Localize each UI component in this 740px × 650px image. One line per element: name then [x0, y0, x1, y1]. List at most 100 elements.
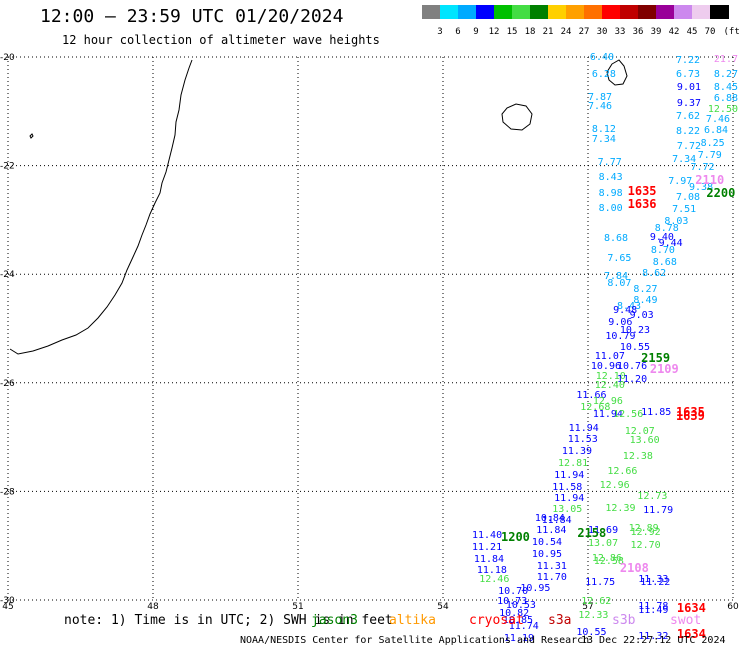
wave-height-value: 1200	[501, 530, 530, 545]
wave-height-value: 9.40	[649, 232, 674, 244]
wave-height-value: 13.07	[588, 538, 619, 550]
wave-height-value: 7.97	[668, 175, 693, 187]
color-legend-label: 70	[704, 27, 716, 37]
color-legend-swatch	[548, 5, 567, 19]
satellite-legend-item: jason3	[311, 613, 358, 628]
wave-height-value: 6.88	[713, 93, 738, 105]
satellite-legend-item: swot	[670, 613, 702, 628]
wave-height-value: 1636	[627, 196, 657, 211]
wave-height-value: 11.74	[508, 621, 539, 633]
wave-height-value: 12.56	[613, 409, 644, 421]
credit-text: NOAA/NESDIS Center for Satellite Applica…	[240, 635, 590, 646]
color-legend-label: 39	[650, 27, 662, 37]
wave-height-value: 11.94	[554, 470, 585, 482]
wave-height-value: 10.54	[531, 536, 563, 548]
color-legend-label: 9	[473, 27, 479, 37]
color-legend-unit: (ft)	[723, 27, 740, 37]
wave-height-value: 8.00	[598, 203, 623, 215]
map-subtitle: 12 hour collection of altimeter wave hei…	[62, 33, 380, 47]
wave-height-value: 11.58	[552, 481, 583, 493]
wave-height-value: 12.81	[558, 458, 589, 470]
wave-height-value: 12.07	[624, 425, 655, 437]
wave-height-value: 9.37	[676, 97, 702, 109]
wave-height-value: 8.25	[700, 137, 725, 149]
wave-height-value: 10.95	[520, 583, 551, 595]
wave-height-value: 7.87	[588, 92, 613, 104]
wave-height-value: 10.23	[619, 325, 650, 337]
color-legend-swatch	[494, 5, 513, 19]
wave-height-value: 8.68	[652, 256, 677, 268]
latitude-label: -30	[0, 596, 15, 606]
wave-height-value: 12.62	[581, 596, 612, 608]
wave-height-value: 12.58	[593, 555, 624, 567]
wave-height-value: 10.55	[576, 626, 607, 638]
mauritius-coastline	[606, 59, 628, 86]
latitude-label: -28	[0, 487, 15, 497]
wave-height-value: 8.70	[650, 245, 675, 257]
color-legend-label: 18	[524, 27, 536, 37]
wave-height-value: 11.84	[536, 525, 567, 537]
wave-height-value: 9.38	[689, 182, 714, 194]
wave-height-value: 2200	[706, 185, 736, 200]
satellite-legend-item: s3b	[612, 613, 636, 628]
wave-height-value: 11.18	[476, 565, 507, 577]
wave-height-value: 6.73	[675, 68, 701, 80]
color-legend-swatch	[584, 5, 603, 19]
wave-height-value: 6.40	[589, 52, 615, 64]
wave-height-value: 9.01	[676, 82, 702, 94]
wave-height-value: 10.53	[505, 599, 536, 611]
wave-height-value: 8.27	[633, 284, 658, 296]
color-legend-label: 42	[668, 27, 680, 37]
satellite-legend-item: s3a	[548, 613, 572, 628]
wave-height-value: 7.08	[675, 192, 701, 204]
wave-height-value: 7.34	[672, 154, 697, 166]
color-legend-label: 24	[560, 27, 572, 37]
latitude-label: -24	[0, 270, 15, 280]
wave-height-value: 11.66	[576, 389, 607, 401]
latitude-label: -26	[0, 379, 15, 389]
wave-height-value: 1635	[627, 184, 657, 199]
color-legend-swatch	[710, 5, 729, 19]
color-legend-swatch	[638, 5, 657, 19]
wave-height-value: 9.03	[629, 310, 654, 321]
wave-height-value: 7.46	[705, 113, 731, 125]
wave-height-value: 10.79	[605, 331, 636, 343]
color-legend-swatch	[566, 5, 585, 19]
islet-coastline	[29, 133, 34, 139]
longitude-label: 45	[2, 602, 13, 610]
satellite-legend-item: altika	[389, 613, 436, 628]
wave-height-value: 7.46	[588, 101, 613, 113]
wave-height-value: 12.96	[592, 396, 623, 408]
wave-height-value: 11.31	[536, 560, 567, 572]
wave-height-value: 11.78	[638, 601, 669, 613]
wave-height-value: 9.44	[658, 238, 683, 250]
wave-height-value: 12.46	[479, 574, 510, 586]
color-legend-swatch	[512, 5, 531, 19]
wave-height-value: 11.40	[472, 530, 503, 542]
wave-height-value: 11.07	[594, 350, 625, 362]
wave-height-value: 10.82	[499, 608, 530, 620]
wave-height-value: 7.51	[672, 203, 697, 215]
wave-height-value: 7.72	[690, 162, 715, 174]
color-legend-swatch	[422, 5, 441, 19]
wave-height-value: 8.43	[617, 300, 642, 312]
wave-height-value: 8.49	[633, 294, 658, 306]
wave-height-value: 11.84	[541, 515, 572, 527]
wave-height-value: 8.78	[654, 223, 679, 235]
color-legend-swatch	[602, 5, 621, 19]
satellite-legend-item: cryosat	[469, 613, 524, 628]
color-legend-label: 21	[542, 27, 554, 37]
wave-height-value: 8.22	[675, 125, 701, 137]
wave-height-value: 7.84	[603, 270, 629, 282]
color-legend-label: 36	[632, 27, 644, 37]
wave-height-value: 11.22	[640, 576, 671, 588]
wave-height-value: 10.95	[531, 548, 563, 560]
wave-height-value: 2109	[649, 361, 679, 376]
longitude-label: 51	[292, 602, 303, 610]
wave-height-value: 11.94	[592, 408, 623, 420]
wave-height-value: 12.39	[605, 502, 636, 514]
wave-height-value: 6.84	[704, 125, 729, 137]
